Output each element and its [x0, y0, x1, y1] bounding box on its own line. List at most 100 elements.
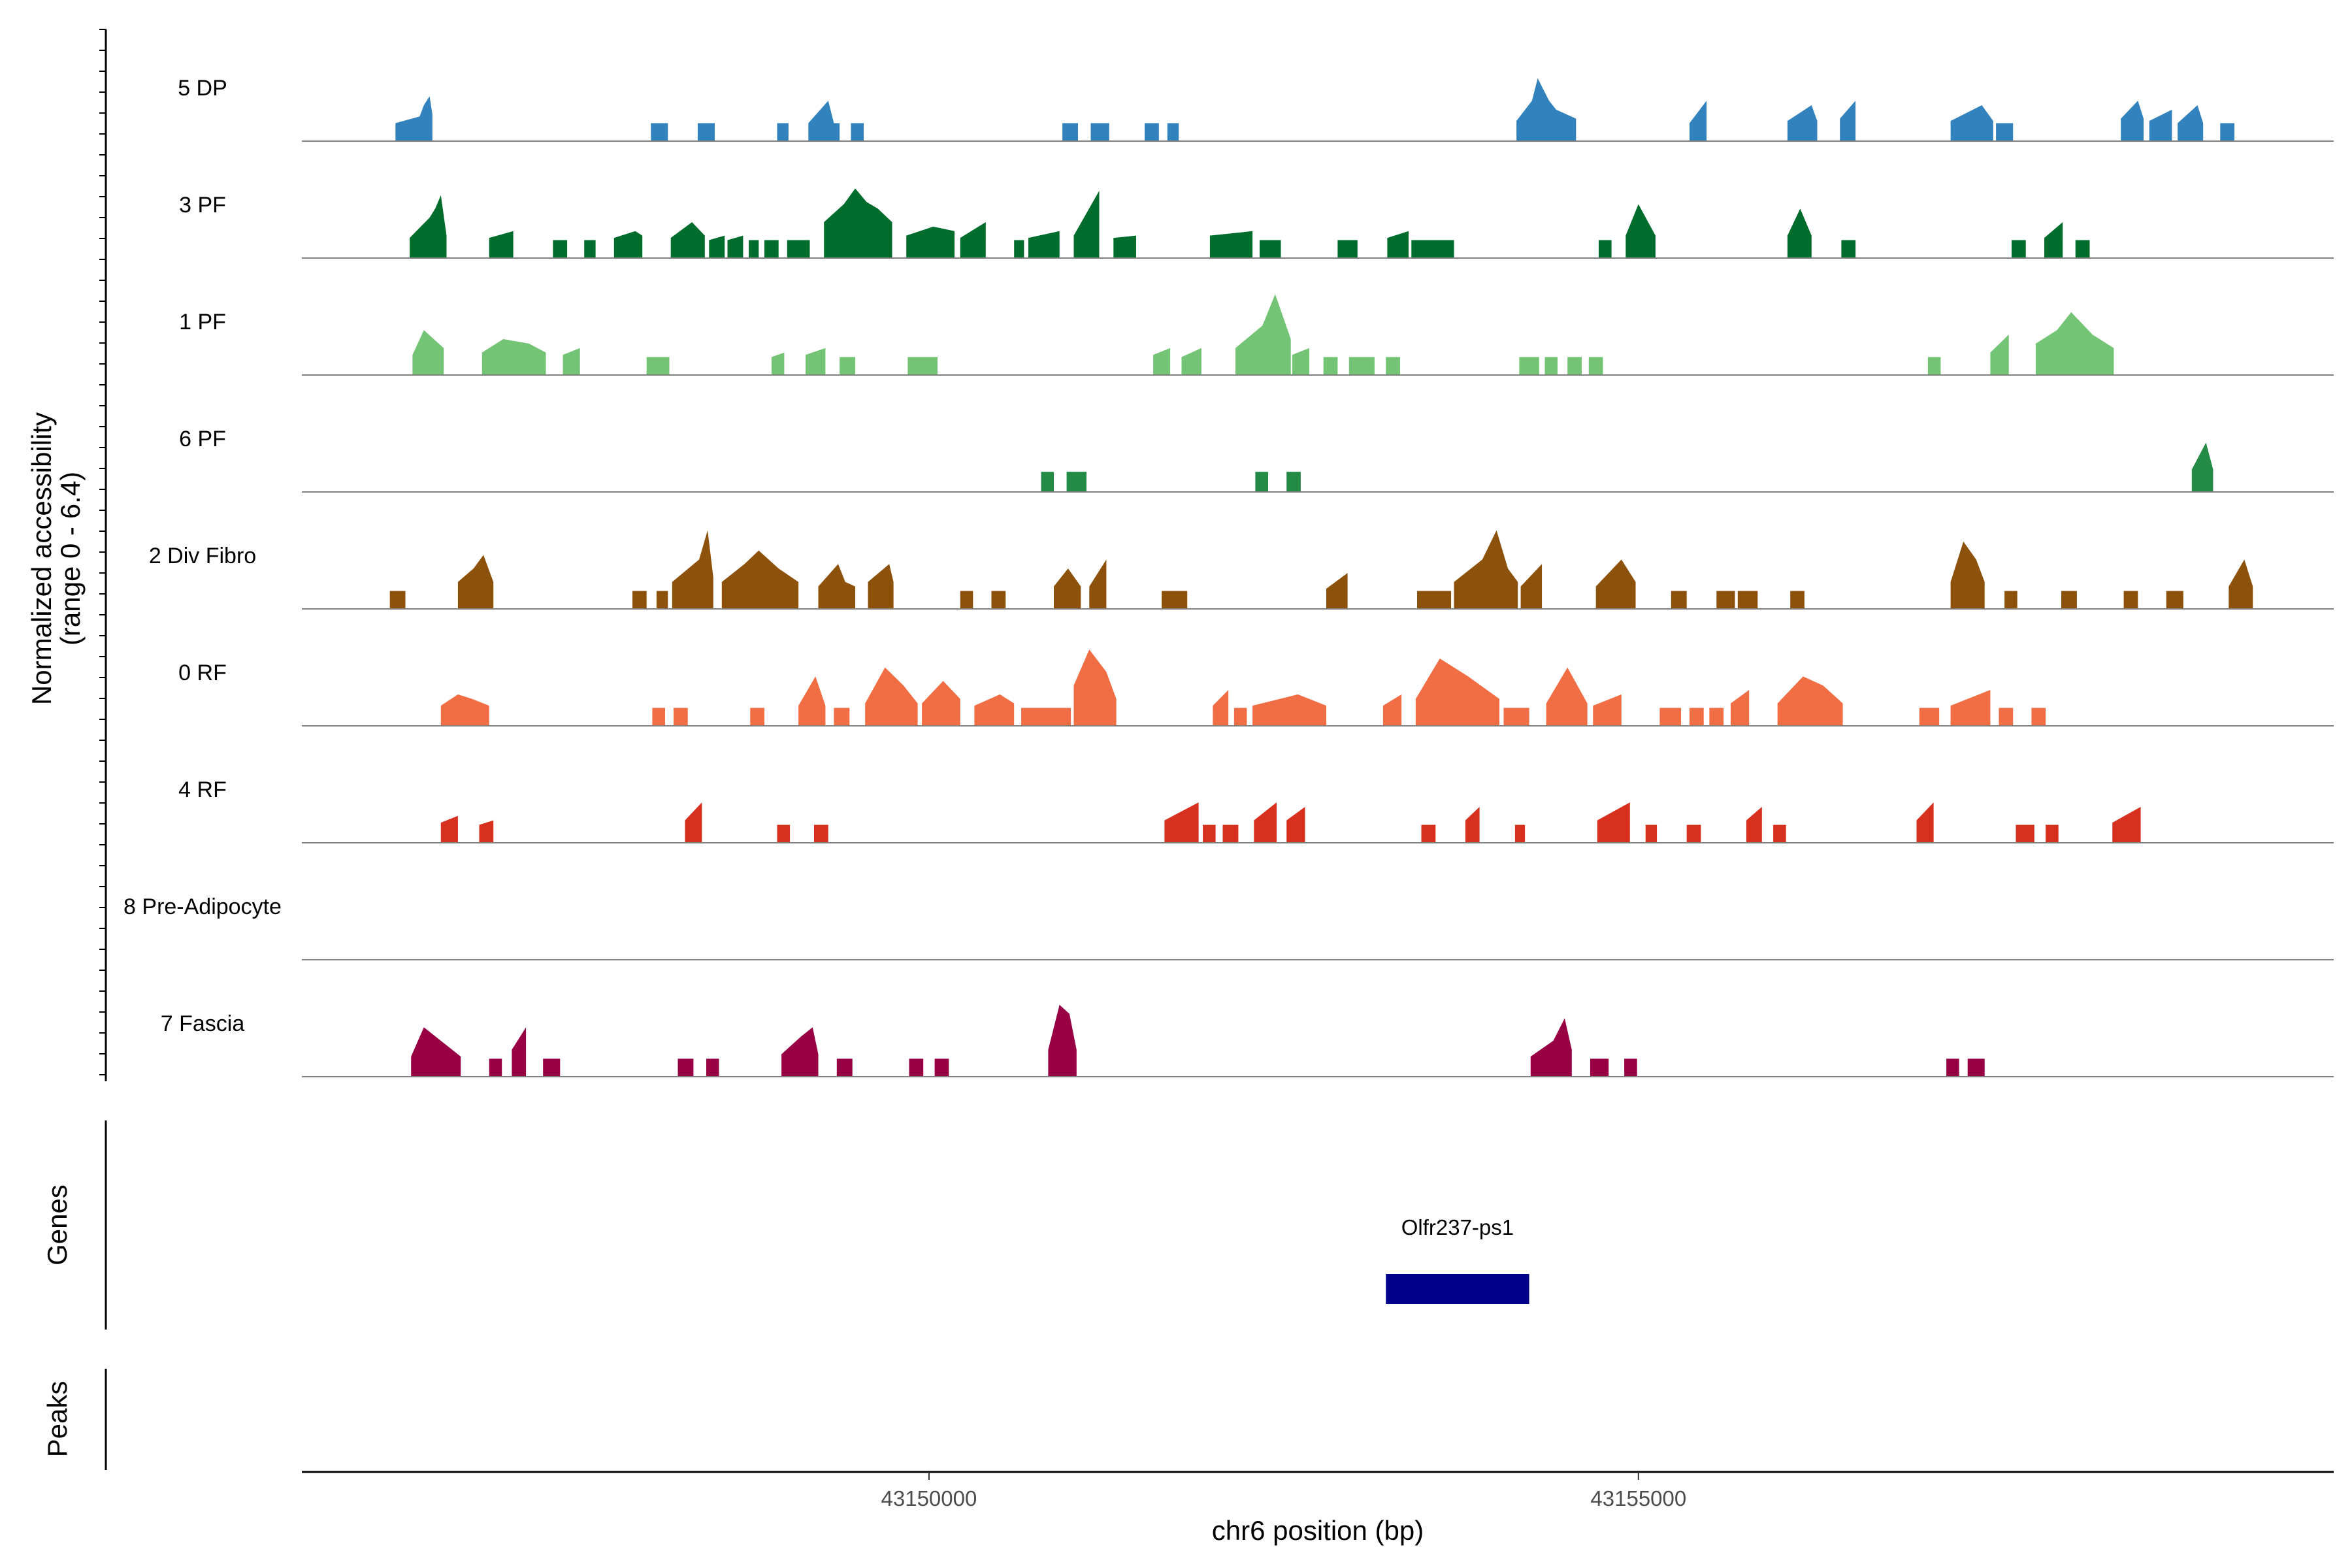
coverage-peak	[1520, 564, 1543, 609]
coverage-peak	[787, 240, 810, 258]
track: 4 RF	[178, 777, 2334, 843]
coverage-peak	[613, 231, 643, 258]
coverage-peak	[909, 1058, 924, 1077]
coverage-peak	[1286, 472, 1301, 492]
coverage-peak	[1181, 348, 1201, 375]
coverage-peak	[1593, 694, 1622, 726]
coverage-tracks: 5 DP 3 PF 1 PF 6 PF 2 Div Fibro 0 RF 4 RF 8 Pre…	[123, 76, 2334, 1077]
peaks-track-label: Peaks	[42, 1381, 73, 1458]
coverage-peak	[2035, 312, 2114, 375]
track-label: 2 Div Fibro	[149, 544, 256, 568]
gene-label: Olfr237-ps1	[1401, 1215, 1514, 1239]
coverage-peak	[1254, 802, 1277, 843]
coverage-peak	[2031, 708, 2046, 726]
coverage-peak	[1530, 1018, 1572, 1077]
coverage-peak	[1417, 591, 1452, 609]
coverage-peak	[818, 564, 855, 609]
track: 7 Fascia	[161, 1005, 2334, 1077]
coverage-peak	[1516, 78, 1576, 141]
x-axis-ticks: 43150000 43155000	[881, 1472, 1686, 1511]
coverage-peak	[584, 240, 596, 258]
track-label: 5 DP	[178, 76, 227, 101]
coverage-peak	[1737, 591, 1758, 609]
y-axis-subtitle: (range 0 - 6.4)	[55, 472, 86, 645]
genes-track-label: Genes	[42, 1184, 73, 1266]
coverage-peak	[1519, 357, 1539, 375]
coverage-peak	[1323, 357, 1338, 375]
coverage-peak	[1599, 240, 1612, 258]
coverage-peak	[1919, 708, 1940, 726]
coverage-peak	[1062, 123, 1078, 141]
coverage-peak	[1996, 123, 2014, 141]
coverage-peak	[1686, 825, 1701, 843]
coverage-peak	[2012, 240, 2026, 258]
coverage-peak	[1595, 559, 1636, 609]
track: 6 PF	[179, 427, 2334, 493]
coverage-peak	[410, 195, 447, 258]
coverage-peak	[1716, 591, 1735, 609]
coverage-peak	[709, 235, 725, 258]
coverage-peak	[1162, 591, 1188, 609]
coverage-peak	[824, 188, 892, 258]
coverage-peak	[2229, 559, 2253, 609]
coverage-peak	[1990, 335, 2009, 375]
coverage-peak	[727, 235, 743, 258]
coverage-peak	[1690, 101, 1707, 141]
coverage-peak	[1597, 802, 1630, 843]
coverage-peak	[865, 667, 918, 726]
coverage-peak	[412, 330, 444, 375]
coverage-peak	[906, 226, 955, 258]
coverage-peak	[1546, 667, 1588, 726]
coverage-peak	[960, 591, 973, 609]
coverage-peak	[1773, 825, 1786, 843]
coverage-peak	[806, 348, 826, 375]
coverage-peak	[991, 591, 1006, 609]
coverage-peak	[656, 591, 668, 609]
coverage-peak	[750, 708, 764, 726]
coverage-peak	[1415, 658, 1499, 726]
coverage-peak	[1387, 231, 1409, 258]
coverage-peak	[1203, 825, 1216, 843]
coverage-peak	[1164, 802, 1199, 843]
coverage-peak	[563, 348, 580, 375]
coverage-peak	[777, 123, 789, 141]
coverage-peak	[834, 708, 850, 726]
coverage-peak	[749, 240, 759, 258]
coverage-peak	[672, 530, 713, 609]
coverage-peak	[1348, 357, 1375, 375]
coverage-peak	[764, 240, 779, 258]
track-label: 8 Pre-Adipocyte	[123, 894, 282, 919]
coverage-peak	[1260, 240, 1281, 258]
coverage-peak	[1514, 825, 1526, 843]
x-axis-title: chr6 position (bp)	[1212, 1515, 1424, 1546]
coverage-peak	[2123, 591, 2138, 609]
coverage-peak	[1950, 105, 1993, 141]
coverage-peak	[1235, 294, 1291, 375]
coverage-peak	[652, 708, 665, 726]
coverage-peak	[1411, 240, 1454, 258]
coverage-peak	[840, 357, 855, 375]
coverage-peak	[1054, 568, 1081, 609]
coverage-peak	[479, 820, 494, 843]
coverage-peak	[1588, 357, 1603, 375]
coverage-peak	[1292, 348, 1309, 375]
coverage-peak	[489, 231, 514, 258]
coverage-peak	[1916, 802, 1934, 843]
coverage-peak	[851, 123, 864, 141]
coverage-peak	[685, 802, 702, 843]
coverage-peak	[697, 123, 715, 141]
coverage-peak	[1021, 708, 1071, 726]
coverage-peak	[1014, 240, 1024, 258]
coverage-peak	[1233, 708, 1247, 726]
coverage-peak	[1066, 472, 1086, 492]
coverage-peak	[2149, 109, 2172, 141]
coverage-peak	[974, 694, 1015, 726]
coverage-peak	[1946, 1058, 1959, 1077]
coverage-peak	[1252, 694, 1326, 726]
track-label: 3 PF	[179, 193, 226, 218]
track-label: 6 PF	[179, 427, 226, 451]
coverage-peak	[1544, 357, 1558, 375]
coverage-peak	[1787, 208, 1812, 258]
track-label: 4 RF	[178, 777, 227, 802]
coverage-peak	[836, 1058, 853, 1077]
